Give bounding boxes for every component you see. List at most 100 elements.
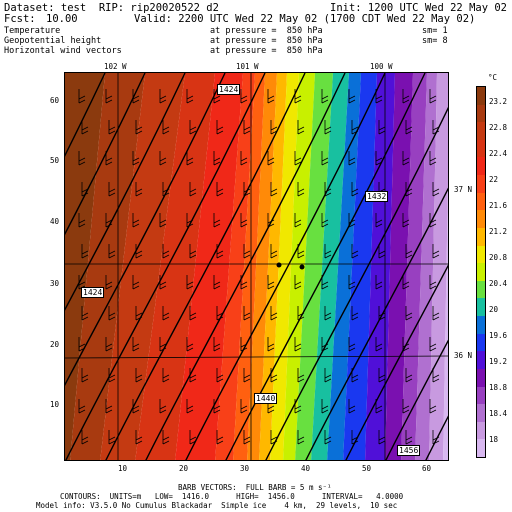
wind-barb xyxy=(186,213,194,228)
wind-barb xyxy=(81,182,89,197)
wind-barb xyxy=(348,275,356,290)
wind-barb xyxy=(78,89,86,104)
wind-barb xyxy=(159,337,167,352)
colorbar-segment xyxy=(477,175,485,194)
wind-barb xyxy=(378,120,386,135)
wind-barb xyxy=(324,244,332,259)
lon-label-102w: 102 W xyxy=(104,62,127,71)
temperature-band xyxy=(270,73,299,460)
wind-barb xyxy=(432,182,440,197)
colorbar-segment xyxy=(477,157,485,176)
colorbar-segment xyxy=(477,245,485,264)
field-pressure-geopotential: at pressure = 850 hPa xyxy=(210,36,323,46)
wind-barb xyxy=(429,151,437,166)
wind-barb xyxy=(348,399,356,414)
temperature-band xyxy=(365,73,395,460)
wind-barb xyxy=(135,182,143,197)
map-svg xyxy=(65,73,448,460)
wind-barb xyxy=(294,337,302,352)
wind-barb xyxy=(375,213,383,228)
wind-barb xyxy=(78,399,86,414)
wind-barb xyxy=(216,368,224,383)
field-sm-geopotential: sm= 8 xyxy=(422,36,448,46)
field-pressure-temperature: at pressure = 850 hPa xyxy=(210,26,323,36)
wind-barb xyxy=(105,399,113,414)
wind-barb xyxy=(162,120,170,135)
x-tick-60: 60 xyxy=(422,464,432,473)
height-contour xyxy=(145,73,346,460)
wind-barb xyxy=(324,430,332,445)
wind-barb xyxy=(405,368,413,383)
wind-barb xyxy=(402,337,410,352)
wind-barb xyxy=(267,213,275,228)
wind-barb xyxy=(159,151,167,166)
colorbar-segment xyxy=(477,192,485,211)
dataset-line: Dataset: test RIP: rip20020522 d2 xyxy=(4,2,219,14)
colorbar-label: 23.2 xyxy=(489,97,508,106)
colorbar-label: 18 xyxy=(489,435,499,444)
colorbar-segment xyxy=(477,104,485,123)
wind-barb xyxy=(213,275,221,290)
wind-barb xyxy=(186,399,194,414)
wind-barb xyxy=(135,244,143,259)
temperature-band xyxy=(443,184,448,460)
height-label-1424-top: 1424 xyxy=(217,84,241,95)
height-contour xyxy=(385,339,448,460)
wind-barb xyxy=(321,213,329,228)
wind-barb xyxy=(162,244,170,259)
wind-barb xyxy=(216,182,224,197)
temperature-band xyxy=(100,73,185,460)
colorbar-segment xyxy=(477,333,485,352)
temperature-band xyxy=(215,73,255,460)
y-tick-30: 30 xyxy=(50,279,60,288)
colorbar-label: 22.4 xyxy=(489,149,508,158)
wind-barb xyxy=(321,275,329,290)
wind-barb xyxy=(216,120,224,135)
temperature-band xyxy=(311,73,349,460)
colorbar-unit: °C xyxy=(488,73,498,82)
wind-barb xyxy=(132,275,140,290)
wind-barb xyxy=(189,368,197,383)
wind-barb xyxy=(108,182,116,197)
height-contour xyxy=(265,106,448,460)
wind-barb xyxy=(294,399,302,414)
temperature-band xyxy=(283,73,315,460)
wind-barb xyxy=(216,430,224,445)
wind-barb xyxy=(375,399,383,414)
wind-barb xyxy=(243,368,251,383)
wind-barb xyxy=(348,337,356,352)
wind-barb xyxy=(378,306,386,321)
colorbar-segment xyxy=(477,263,485,282)
wind-barb xyxy=(243,120,251,135)
temperature-band xyxy=(385,73,413,460)
wind-barb xyxy=(81,368,89,383)
wind-barb xyxy=(132,89,140,104)
wind-barb xyxy=(324,306,332,321)
wind-barb xyxy=(321,89,329,104)
wind-barb xyxy=(405,306,413,321)
wind-barb xyxy=(105,337,113,352)
field-sm-temperature: sm= 1 xyxy=(422,26,448,36)
wind-barb xyxy=(405,120,413,135)
field-name-wind: Horizontal wind vectors xyxy=(4,46,122,56)
colorbar-label: 20.4 xyxy=(489,279,508,288)
wind-barb xyxy=(432,306,440,321)
wind-barb xyxy=(159,275,167,290)
wind-barb xyxy=(240,275,248,290)
wind-barb xyxy=(78,213,86,228)
wind-barb xyxy=(240,151,248,166)
wind-barb xyxy=(270,120,278,135)
wind-barb xyxy=(270,182,278,197)
wind-barb xyxy=(402,213,410,228)
wind-barb xyxy=(159,399,167,414)
height-label-1440: 1440 xyxy=(254,393,278,404)
wind-barb xyxy=(432,430,440,445)
wind-barb xyxy=(294,275,302,290)
wind-barb xyxy=(132,213,140,228)
height-contour xyxy=(105,73,306,460)
wind-barb xyxy=(132,399,140,414)
y-tick-40: 40 xyxy=(50,217,60,226)
x-tick-30: 30 xyxy=(240,464,250,473)
colorbar-label: 22.8 xyxy=(489,123,508,132)
temperature-band xyxy=(135,73,215,460)
